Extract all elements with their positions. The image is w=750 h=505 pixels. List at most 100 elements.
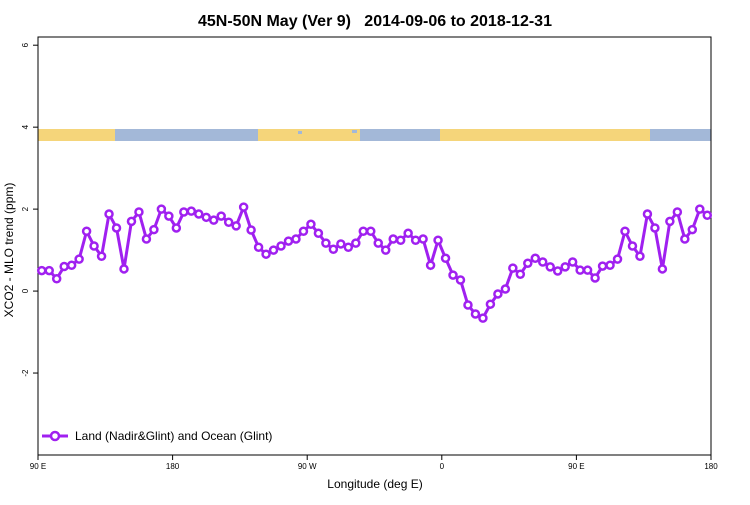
plot-frame bbox=[37, 36, 712, 456]
point bbox=[680, 234, 690, 244]
point bbox=[470, 309, 481, 319]
point bbox=[515, 269, 526, 280]
point bbox=[380, 245, 391, 255]
point bbox=[81, 226, 92, 236]
point bbox=[478, 313, 488, 323]
point bbox=[373, 238, 383, 248]
point bbox=[463, 300, 473, 310]
y-axis-label: XCO2 - MLO trend (ppm) bbox=[2, 183, 16, 318]
point bbox=[141, 234, 152, 244]
y-tick-label: 2 bbox=[21, 206, 30, 211]
y-tick-label: 4 bbox=[21, 124, 30, 129]
point bbox=[485, 299, 496, 309]
point bbox=[395, 235, 406, 246]
point bbox=[336, 239, 346, 249]
point bbox=[134, 207, 144, 217]
point bbox=[500, 284, 511, 294]
point bbox=[216, 211, 226, 221]
point bbox=[261, 249, 271, 259]
point bbox=[246, 225, 256, 235]
point bbox=[343, 242, 354, 252]
point bbox=[126, 216, 137, 227]
point bbox=[201, 212, 211, 223]
point bbox=[208, 215, 219, 225]
point bbox=[223, 217, 234, 227]
point bbox=[238, 202, 249, 212]
point bbox=[111, 223, 122, 233]
x-tick-label: 0 bbox=[440, 462, 445, 471]
point bbox=[283, 236, 294, 246]
point bbox=[156, 204, 167, 214]
point bbox=[687, 224, 698, 235]
point bbox=[44, 265, 54, 276]
x-axis-label: Longitude (deg E) bbox=[327, 477, 422, 491]
point bbox=[575, 265, 585, 275]
point bbox=[298, 226, 309, 236]
point bbox=[351, 238, 361, 248]
point bbox=[418, 234, 428, 244]
point bbox=[59, 261, 69, 272]
x-tick-label: 90 E bbox=[30, 462, 46, 471]
point bbox=[36, 265, 47, 276]
point bbox=[358, 226, 369, 236]
point bbox=[425, 260, 436, 271]
point bbox=[567, 257, 578, 267]
y-tick-label: -2 bbox=[21, 369, 30, 377]
legend: Land (Nadir&Glint) and Ocean (Glint) bbox=[42, 429, 272, 443]
point bbox=[328, 244, 339, 255]
point bbox=[635, 251, 645, 261]
point bbox=[388, 234, 398, 244]
y-tick-label: 0 bbox=[21, 288, 30, 293]
point bbox=[627, 241, 638, 251]
point bbox=[612, 254, 623, 264]
point bbox=[410, 235, 421, 246]
point bbox=[642, 209, 653, 219]
point bbox=[179, 207, 189, 217]
point bbox=[74, 254, 84, 264]
x-tick-label: 180 bbox=[704, 462, 718, 471]
legend-marker bbox=[49, 430, 61, 442]
point bbox=[171, 223, 182, 233]
point bbox=[702, 210, 713, 221]
point bbox=[164, 211, 174, 221]
point bbox=[433, 235, 443, 246]
point bbox=[366, 226, 376, 236]
point bbox=[104, 209, 114, 219]
point bbox=[51, 274, 62, 284]
point bbox=[306, 219, 316, 230]
land-ocean-strip bbox=[38, 129, 711, 141]
chart-title: 45N-50N May (Ver 9) 2014-09-06 to 2018-1… bbox=[198, 13, 552, 30]
point bbox=[538, 257, 548, 267]
point bbox=[455, 275, 466, 285]
point bbox=[672, 207, 683, 217]
point bbox=[291, 234, 301, 244]
x-tick-label: 180 bbox=[166, 462, 180, 471]
point bbox=[665, 216, 675, 227]
point bbox=[313, 228, 324, 239]
point bbox=[231, 221, 241, 231]
y-tick-label: 6 bbox=[21, 42, 30, 47]
point bbox=[530, 253, 541, 264]
point bbox=[276, 241, 286, 251]
point bbox=[194, 209, 204, 219]
point bbox=[597, 261, 608, 271]
point bbox=[149, 224, 159, 235]
point bbox=[66, 260, 77, 271]
point bbox=[508, 263, 518, 273]
point bbox=[657, 264, 668, 274]
point bbox=[119, 264, 129, 274]
point bbox=[582, 265, 593, 275]
x-tick-label: 90 W bbox=[298, 462, 317, 471]
point bbox=[493, 289, 503, 299]
point bbox=[89, 241, 99, 251]
point bbox=[695, 204, 705, 214]
point bbox=[448, 270, 458, 280]
point bbox=[321, 238, 331, 248]
point bbox=[545, 262, 555, 272]
point bbox=[650, 223, 660, 233]
point bbox=[552, 266, 563, 276]
point bbox=[253, 242, 264, 252]
point bbox=[590, 273, 600, 283]
point bbox=[523, 258, 533, 268]
point bbox=[268, 245, 279, 255]
